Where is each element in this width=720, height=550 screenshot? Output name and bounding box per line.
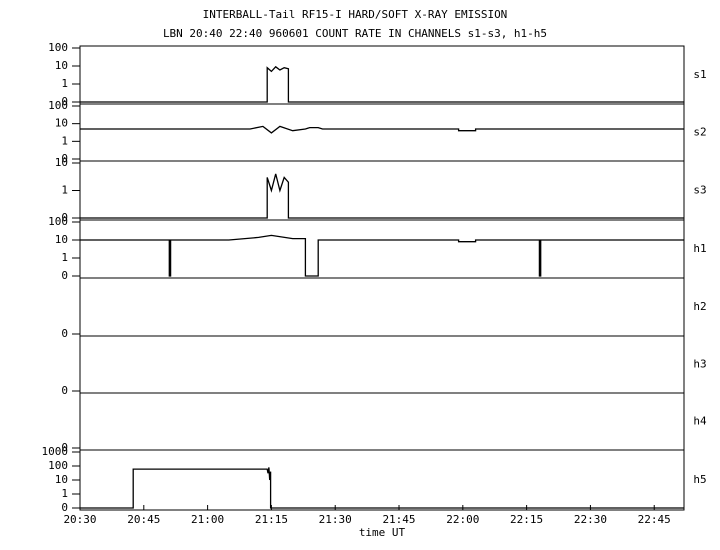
y-tick-label: 0	[61, 95, 68, 108]
x-tick-label: 22:15	[510, 513, 543, 526]
panel-label: h2	[693, 300, 706, 313]
panel-label: h5	[693, 473, 706, 486]
y-tick-label: 0	[61, 441, 68, 454]
x-tick-label: 22:45	[638, 513, 671, 526]
y-tick-label: 1	[61, 184, 68, 197]
y-tick-label: 1000	[42, 445, 69, 458]
chart-subtitle: LBN 20:40 22:40 960601 COUNT RATE IN CHA…	[163, 27, 547, 40]
y-tick-label: 1	[61, 77, 68, 90]
y-tick-label: 100	[48, 41, 68, 54]
x-tick-label: 21:15	[255, 513, 288, 526]
data-line	[80, 467, 684, 509]
x-tick-label: 22:00	[446, 513, 479, 526]
x-tick-label: 20:45	[127, 513, 160, 526]
y-tick-label: 10	[55, 156, 68, 169]
y-tick-label: 100	[48, 459, 68, 472]
y-tick-label: 0	[61, 152, 68, 165]
panel-frame	[79, 45, 685, 105]
x-tick-label: 21:00	[191, 513, 224, 526]
y-tick-label: 0	[61, 384, 68, 397]
panel-frame	[79, 449, 685, 511]
x-axis-label: time UT	[359, 526, 406, 539]
x-tick-label: 21:30	[319, 513, 352, 526]
y-tick-label: 0	[61, 327, 68, 340]
x-tick-label: 22:30	[574, 513, 607, 526]
y-tick-label: 10	[55, 117, 68, 130]
panel-label: h4	[693, 415, 707, 428]
panel-frame	[79, 277, 685, 337]
panel-frame	[79, 392, 685, 451]
x-tick-label: 20:30	[63, 513, 96, 526]
y-tick-label: 10	[55, 59, 68, 72]
chart-title: INTERBALL-Tail RF15-I HARD/SOFT X-RAY EM…	[203, 8, 508, 21]
y-tick-label: 10	[55, 473, 68, 486]
data-line	[80, 173, 684, 219]
y-tick-label: 1	[61, 487, 68, 500]
y-tick-label: 0	[61, 269, 68, 282]
panel-frame	[79, 103, 685, 162]
panel-label: h3	[693, 358, 706, 371]
y-tick-label: 100	[48, 215, 68, 228]
y-tick-label: 1	[61, 134, 68, 147]
y-tick-label: 1	[61, 251, 68, 264]
panel-frame	[79, 160, 685, 221]
x-tick-label: 21:45	[382, 513, 415, 526]
y-tick-label: 100	[48, 99, 68, 112]
data-line	[80, 65, 684, 103]
panel-label: s1	[693, 68, 706, 81]
panel-label: s3	[693, 184, 706, 197]
y-tick-label: 0	[61, 211, 68, 224]
data-line	[80, 125, 684, 134]
panel-label: h1	[693, 242, 706, 255]
panel-label: s2	[693, 126, 706, 139]
y-tick-label: 0	[61, 501, 68, 514]
data-line	[80, 234, 684, 277]
panel-frame	[79, 335, 685, 394]
y-tick-label: 10	[55, 233, 68, 246]
